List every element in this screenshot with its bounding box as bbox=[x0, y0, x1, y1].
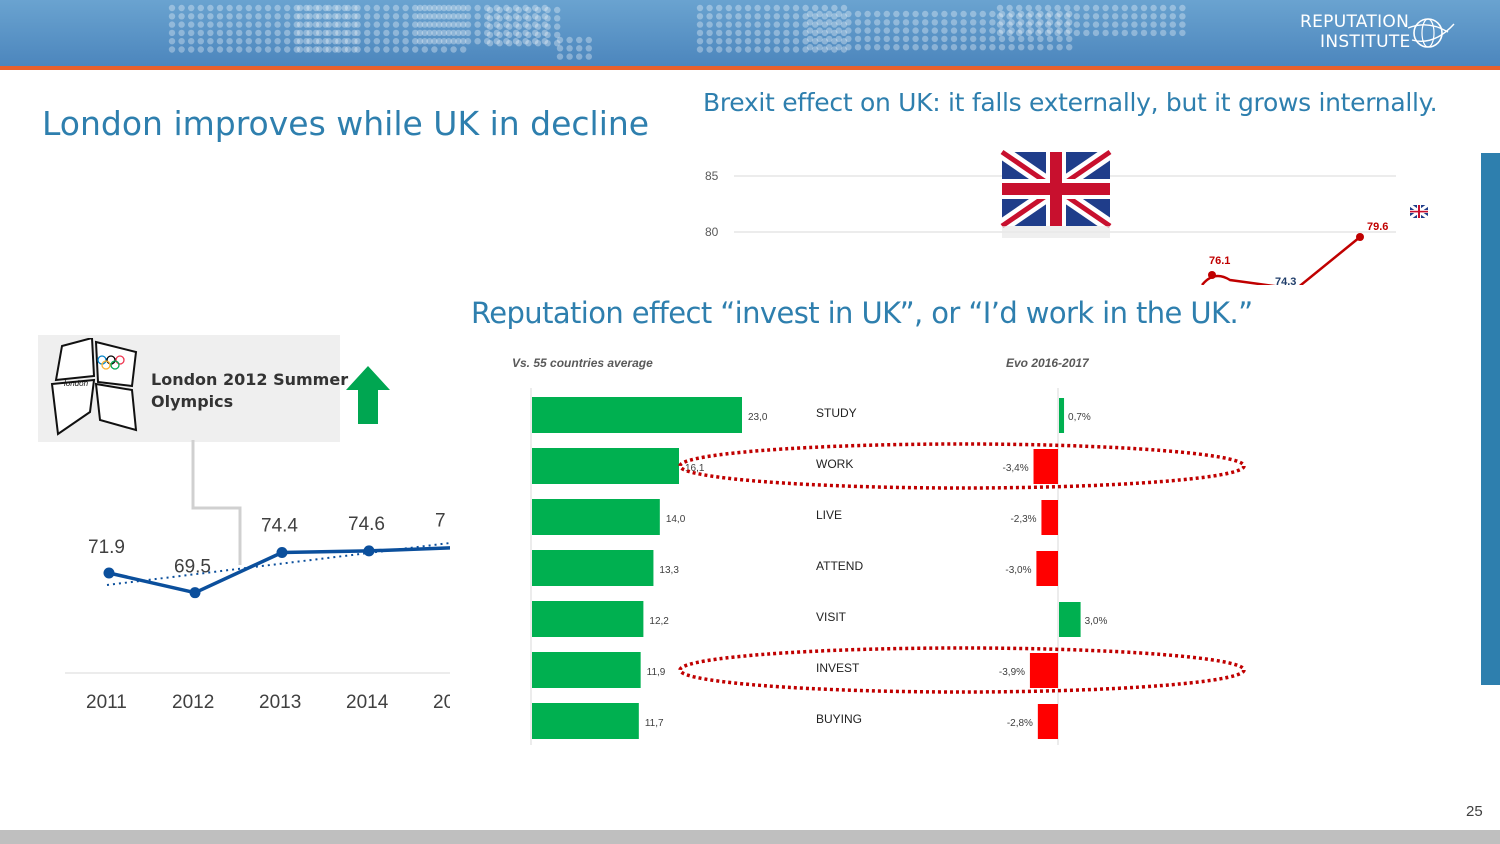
avg-value-label: 11,7 bbox=[645, 718, 664, 729]
header-divider bbox=[0, 66, 1500, 70]
london-x-tick: 2011 bbox=[86, 692, 127, 713]
avg-bar bbox=[532, 499, 660, 535]
page-number: 25 bbox=[1466, 803, 1483, 820]
brexit-chart: 85 80 76.1 74.3 79.6 bbox=[705, 146, 1429, 285]
olympics-label-line2: Olympics bbox=[151, 392, 234, 411]
evo-bar bbox=[1036, 551, 1058, 586]
evo-value-label: -2,3% bbox=[1010, 514, 1036, 525]
logo-london-text: london bbox=[64, 379, 89, 388]
london-point bbox=[103, 567, 115, 579]
evo-axis-title: Evo 2016-2017 bbox=[1006, 356, 1090, 370]
evo-value-label: -2,8% bbox=[1007, 718, 1033, 729]
avg-bar bbox=[532, 703, 639, 739]
page-title: London improves while UK in decline bbox=[42, 104, 650, 143]
uk-point-2016 bbox=[1208, 271, 1216, 279]
avg-bar bbox=[532, 550, 654, 586]
olympics-label-line1: London 2012 Summer bbox=[151, 370, 349, 389]
avg-value-label: 23,0 bbox=[748, 412, 768, 423]
avg-bar bbox=[532, 397, 742, 433]
london-point bbox=[189, 587, 201, 599]
london-x-tick: 2014 bbox=[346, 692, 389, 713]
callout-connector bbox=[191, 440, 242, 565]
avg-bar bbox=[532, 448, 679, 484]
london-x-tick: 20 bbox=[433, 692, 450, 713]
london-value-label: 71.9 bbox=[88, 537, 125, 558]
avg-value-label: 12,2 bbox=[649, 616, 669, 627]
evo-value-label: 0,7% bbox=[1068, 412, 1091, 423]
category-label: BUYING bbox=[816, 712, 862, 726]
london-x-tick: 2013 bbox=[259, 692, 301, 713]
evo-bar bbox=[1029, 653, 1058, 688]
reputation-bar-chart: Vs. 55 countries average Evo 2016-2017 2… bbox=[512, 356, 1246, 745]
logo-line1: REPUTATION bbox=[1300, 12, 1410, 32]
london-value-label: 74.4 bbox=[261, 516, 298, 537]
category-label: WORK bbox=[816, 457, 853, 471]
category-label: STUDY bbox=[816, 406, 857, 420]
reputation-institute-logo: REPUTATION INSTITUTE bbox=[1296, 10, 1466, 56]
category-label: INVEST bbox=[816, 661, 860, 675]
avg-value-label: 11,9 bbox=[647, 667, 666, 678]
london-x-tick: 2012 bbox=[172, 692, 214, 713]
avg-value-label: 13,3 bbox=[659, 565, 679, 576]
highlight-ellipse bbox=[678, 646, 1246, 694]
avg-bar bbox=[532, 652, 641, 688]
ytick-85: 85 bbox=[705, 169, 719, 183]
london-2012-logo: london bbox=[50, 338, 138, 436]
avg-bar bbox=[532, 601, 644, 637]
globe-icon bbox=[1407, 18, 1455, 48]
evo-bar bbox=[1037, 704, 1058, 739]
evo-value-label: 3,0% bbox=[1085, 616, 1108, 627]
header-banner bbox=[0, 0, 1500, 66]
ytick-80: 80 bbox=[705, 225, 719, 239]
evo-value-label: -3,4% bbox=[1003, 463, 1029, 474]
category-label: VISIT bbox=[816, 610, 847, 624]
footer-bar bbox=[0, 830, 1500, 844]
uk-label-743: 74.3 bbox=[1275, 276, 1296, 285]
world-map-dots bbox=[168, 4, 1186, 60]
evo-value-label: -3,9% bbox=[999, 667, 1025, 678]
up-arrow-icon bbox=[346, 366, 390, 424]
avg-axis-title: Vs. 55 countries average bbox=[512, 356, 653, 370]
uk-label-761: 76.1 bbox=[1209, 255, 1230, 267]
evo-value-label: -3,0% bbox=[1005, 565, 1031, 576]
olympics-label: London 2012 Summer Olympics bbox=[151, 369, 348, 413]
london-value-label: 74.6 bbox=[348, 514, 385, 535]
uk-series-line bbox=[1201, 236, 1361, 285]
brexit-title: Brexit effect on UK: it falls externally… bbox=[703, 88, 1438, 117]
uk-label-796: 79.6 bbox=[1367, 221, 1388, 233]
category-label: ATTEND bbox=[816, 559, 863, 573]
side-accent-bar bbox=[1481, 153, 1500, 685]
title-backdrop bbox=[455, 285, 1475, 335]
uk-flag-image bbox=[998, 146, 1114, 238]
london-point bbox=[363, 545, 375, 557]
category-label: LIVE bbox=[816, 508, 842, 522]
evo-bar bbox=[1033, 449, 1058, 484]
evo-bar bbox=[1059, 602, 1081, 637]
avg-value-label: 14,0 bbox=[666, 514, 686, 525]
reputation-title: Reputation effect “invest in UK”, or “I’… bbox=[471, 296, 1253, 330]
uk-flag-legend-icon bbox=[1409, 203, 1429, 220]
avg-value-label: 16,1 bbox=[685, 463, 705, 474]
highlight-ellipse bbox=[678, 442, 1246, 490]
evo-bar bbox=[1041, 500, 1058, 535]
london-line-chart: 71.9 69.5 74.4 74.6 7 2011 2012 2013 2014 20 bbox=[65, 440, 450, 713]
london-point bbox=[276, 547, 288, 558]
london-value-label: 69.5 bbox=[174, 557, 211, 578]
logo-line2: INSTITUTE bbox=[1320, 32, 1411, 52]
london-value-label: 7 bbox=[435, 511, 446, 532]
evo-bar bbox=[1059, 398, 1065, 433]
uk-point-2017 bbox=[1356, 233, 1364, 241]
